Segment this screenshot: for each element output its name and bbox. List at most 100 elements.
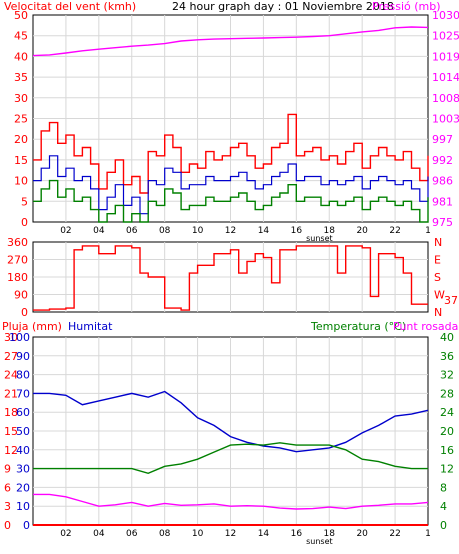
temperature-tick-label: 20 bbox=[440, 425, 454, 438]
x-tick-label: 10 bbox=[192, 226, 204, 236]
rain-tick-label: 18 bbox=[4, 406, 18, 419]
direction-tick-label: 270 bbox=[7, 254, 28, 267]
humidity-tick-label: 90 bbox=[16, 350, 30, 363]
wind-tick-label: 20 bbox=[14, 133, 28, 146]
wind-axis-title: Velocitat del vent (kmh) bbox=[4, 0, 136, 13]
direction-tick-label: 180 bbox=[7, 271, 28, 284]
series-wind-min bbox=[33, 179, 429, 223]
rain-tick-label: 9 bbox=[4, 463, 11, 476]
x-tick-label: 12 bbox=[225, 529, 236, 539]
x-tick-label: 04 bbox=[93, 529, 105, 539]
temperature-tick-label: 8 bbox=[440, 481, 447, 494]
x-tick-label: 14 bbox=[258, 529, 270, 539]
series-humidity bbox=[33, 390, 429, 453]
x-tick-label: 10 bbox=[192, 529, 204, 539]
compass-tick-label: N bbox=[434, 306, 442, 319]
pressure-axis-title: Pressió (mb) bbox=[372, 0, 441, 13]
temperature-tick-label: 28 bbox=[440, 387, 454, 400]
wind-tick-label: 10 bbox=[14, 175, 28, 188]
x-tick-label: 1 bbox=[425, 226, 431, 236]
rain-tick-label: 0 bbox=[4, 519, 11, 532]
x-tick-label: 08 bbox=[159, 529, 171, 539]
x-tick-label: 06 bbox=[126, 226, 138, 236]
x-tick-label: 14 bbox=[258, 226, 270, 236]
wind-tick-label: 35 bbox=[14, 71, 28, 84]
temperature-axis-title: Temperatura (°C) bbox=[310, 320, 406, 333]
chart-title: 24 hour graph day : 01 Noviembre 2018 bbox=[172, 0, 394, 13]
temperature-tick-label: 0 bbox=[440, 519, 447, 532]
sunset-label: sunset bbox=[306, 537, 333, 546]
humidity-tick-label: 30 bbox=[16, 463, 30, 476]
series-wind-direction bbox=[33, 245, 428, 311]
pressure-tick-label: 975 bbox=[432, 216, 453, 229]
compass-tick-label: N bbox=[434, 236, 442, 249]
temperature-tick-label: 36 bbox=[440, 350, 454, 363]
rain-tick-label: 21 bbox=[4, 387, 18, 400]
series-wind-avg bbox=[33, 155, 429, 215]
x-tick-label: 22 bbox=[389, 529, 400, 539]
x-tick-label: 02 bbox=[60, 529, 71, 539]
x-tick-label: 20 bbox=[356, 226, 368, 236]
rain-axis-title: Pluja (mm) bbox=[2, 320, 62, 333]
humidity-tick-label: 100 bbox=[9, 331, 30, 344]
x-tick-label: 1 bbox=[425, 529, 431, 539]
direction-tick-label: 90 bbox=[14, 289, 28, 302]
x-tick-label: 18 bbox=[324, 226, 336, 236]
pressure-tick-label: 1014 bbox=[432, 71, 459, 84]
x-tick-label: 18 bbox=[324, 529, 336, 539]
wind-tick-label: 25 bbox=[14, 113, 28, 126]
humidity-tick-label: 60 bbox=[16, 406, 30, 419]
series-pressure bbox=[32, 26, 429, 57]
dewpoint-axis-title: Punt rosada bbox=[393, 320, 458, 333]
pressure-tick-label: 1008 bbox=[432, 92, 459, 105]
x-tick-label: 16 bbox=[291, 226, 303, 236]
compass-tick-label: S bbox=[434, 271, 441, 284]
x-tick-label: 20 bbox=[356, 529, 368, 539]
series-dewpoint bbox=[33, 493, 429, 510]
x-tick-label: 16 bbox=[291, 529, 303, 539]
rain-tick-label: 30 bbox=[4, 331, 18, 344]
direction-tick-label: 0 bbox=[21, 306, 28, 319]
direction-tick-label: 360 bbox=[7, 236, 28, 249]
wind-tick-label: 15 bbox=[14, 154, 28, 167]
rain-tick-label: 6 bbox=[4, 481, 11, 494]
wind-tick-label: 0 bbox=[21, 216, 28, 229]
temperature-tick-label: 16 bbox=[440, 444, 454, 457]
pressure-tick-label: 986 bbox=[432, 175, 453, 188]
temperature-tick-label: 40 bbox=[440, 331, 454, 344]
pressure-tick-label: 1003 bbox=[432, 113, 459, 126]
sunset-label: sunset bbox=[306, 234, 333, 243]
x-tick-label: 04 bbox=[93, 226, 105, 236]
x-tick-label: 22 bbox=[389, 226, 400, 236]
humidity-tick-label: 80 bbox=[16, 369, 30, 382]
series-temperature bbox=[33, 442, 428, 475]
rain-tick-label: 15 bbox=[4, 425, 18, 438]
humidity-tick-label: 0 bbox=[23, 519, 30, 532]
pressure-tick-label: 997 bbox=[432, 133, 453, 146]
compass-tick-label: E bbox=[434, 254, 441, 267]
rain-tick-label: 27 bbox=[4, 350, 18, 363]
wind-tick-label: 50 bbox=[14, 9, 28, 22]
wind-tick-label: 45 bbox=[14, 30, 28, 43]
x-tick-label: 12 bbox=[225, 226, 236, 236]
wind-tick-label: 5 bbox=[21, 195, 28, 208]
pressure-tick-label: 992 bbox=[432, 154, 453, 167]
temperature-tick-label: 4 bbox=[440, 500, 447, 513]
humidity-tick-label: 20 bbox=[16, 481, 30, 494]
temperature-tick-label: 24 bbox=[440, 406, 454, 419]
humidity-tick-label: 10 bbox=[16, 500, 30, 513]
x-tick-label: 02 bbox=[60, 226, 71, 236]
temperature-tick-label: 12 bbox=[440, 463, 454, 476]
pressure-tick-label: 981 bbox=[432, 195, 453, 208]
pressure-tick-label: 1019 bbox=[432, 50, 459, 63]
wind-tick-label: 30 bbox=[14, 92, 28, 105]
humidity-tick-label: 50 bbox=[16, 425, 30, 438]
wind-tick-label: 40 bbox=[14, 50, 28, 63]
temperature-tick-label: 32 bbox=[440, 369, 454, 382]
humidity-axis-title: Humitat bbox=[68, 320, 113, 333]
x-tick-label: 06 bbox=[126, 529, 138, 539]
compass-tick-label: W bbox=[434, 289, 445, 302]
humidity-tick-label: 40 bbox=[16, 444, 30, 457]
pressure-tick-label: 1030 bbox=[432, 9, 459, 22]
